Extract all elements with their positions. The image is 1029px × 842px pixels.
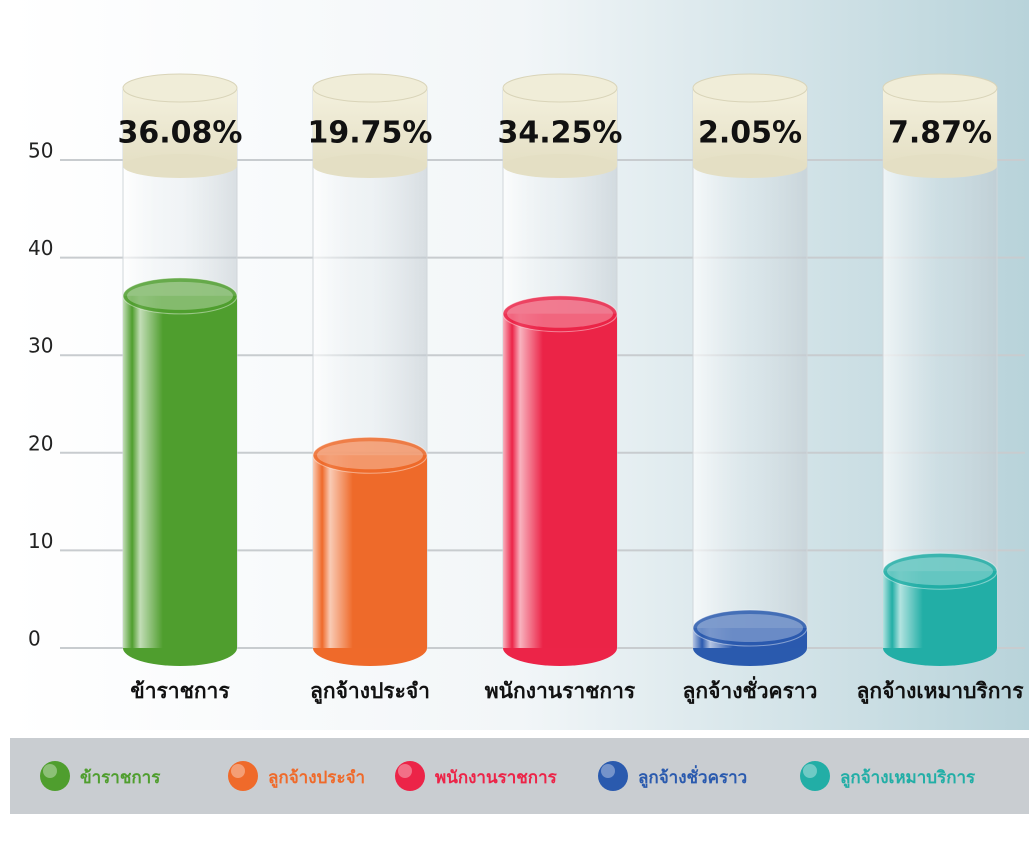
value-label: 7.87% [888, 116, 992, 151]
value-label: 2.05% [698, 116, 802, 151]
bar-shade [503, 313, 617, 648]
bar-top [122, 277, 238, 315]
cap-bottom [693, 154, 807, 178]
y-tick-label: 0 [28, 627, 41, 651]
x-tick-label: ลูกจ้างเหมาบริการ [857, 679, 1025, 705]
y-tick-label: 20 [28, 431, 53, 455]
value-label: 19.75% [308, 116, 433, 151]
cap-bottom [883, 154, 997, 178]
bar-top-highlight [507, 299, 613, 328]
legend-swatch [228, 761, 258, 791]
value-label: 34.25% [498, 116, 623, 151]
legend-swatch [598, 761, 628, 791]
value-label: 36.08% [118, 116, 243, 151]
cap-bottom [313, 154, 427, 178]
legend-swatch-shine [43, 764, 57, 778]
cap-bottom [123, 154, 237, 178]
legend-swatch [40, 761, 70, 791]
bar-top [502, 295, 618, 333]
x-tick-label: ลูกจ้างชั่วคราว [683, 675, 818, 705]
x-tick-label: ข้าราชการ [130, 679, 230, 703]
legend-label: ลูกจ้างเหมาบริการ [840, 768, 976, 789]
bar-top-highlight [697, 613, 803, 642]
legend-swatch [800, 761, 830, 791]
cap-top [882, 73, 998, 103]
bar-top-highlight [127, 281, 233, 310]
bar [503, 313, 617, 648]
cap-top [502, 73, 618, 103]
bar-top [692, 609, 808, 647]
x-tick-label: พนักงานราชการ [485, 679, 636, 703]
y-tick-label: 50 [28, 139, 53, 163]
legend-swatch [395, 761, 425, 791]
bar-shade [313, 455, 427, 648]
legend-background [10, 738, 1029, 814]
cap-bottom [503, 154, 617, 178]
cap-top [122, 73, 238, 103]
bar [123, 295, 237, 648]
y-tick-label: 10 [28, 529, 53, 553]
x-tick-label: ลูกจ้างประจำ [310, 679, 430, 705]
y-tick-label: 30 [28, 334, 53, 358]
cap-top [692, 73, 808, 103]
legend-label: พนักงานราชการ [435, 768, 558, 788]
y-tick-label: 40 [28, 236, 53, 260]
legend-label: ลูกจ้างชั่วคราว [638, 765, 747, 789]
legend-label: ข้าราชการ [80, 768, 161, 788]
legend-label: ลูกจ้างประจำ [268, 768, 365, 789]
legend-swatch-shine [601, 764, 615, 778]
bar [313, 455, 427, 648]
legend-swatch-shine [231, 764, 245, 778]
legend-swatch-shine [803, 764, 817, 778]
bar-top [312, 436, 428, 474]
bar-top-highlight [887, 557, 993, 586]
bar-top-highlight [317, 441, 423, 470]
legend-swatch-shine [398, 764, 412, 778]
glass-tube [692, 89, 808, 649]
bar-shade [123, 295, 237, 648]
cap-top [312, 73, 428, 103]
bar-top [882, 552, 998, 590]
